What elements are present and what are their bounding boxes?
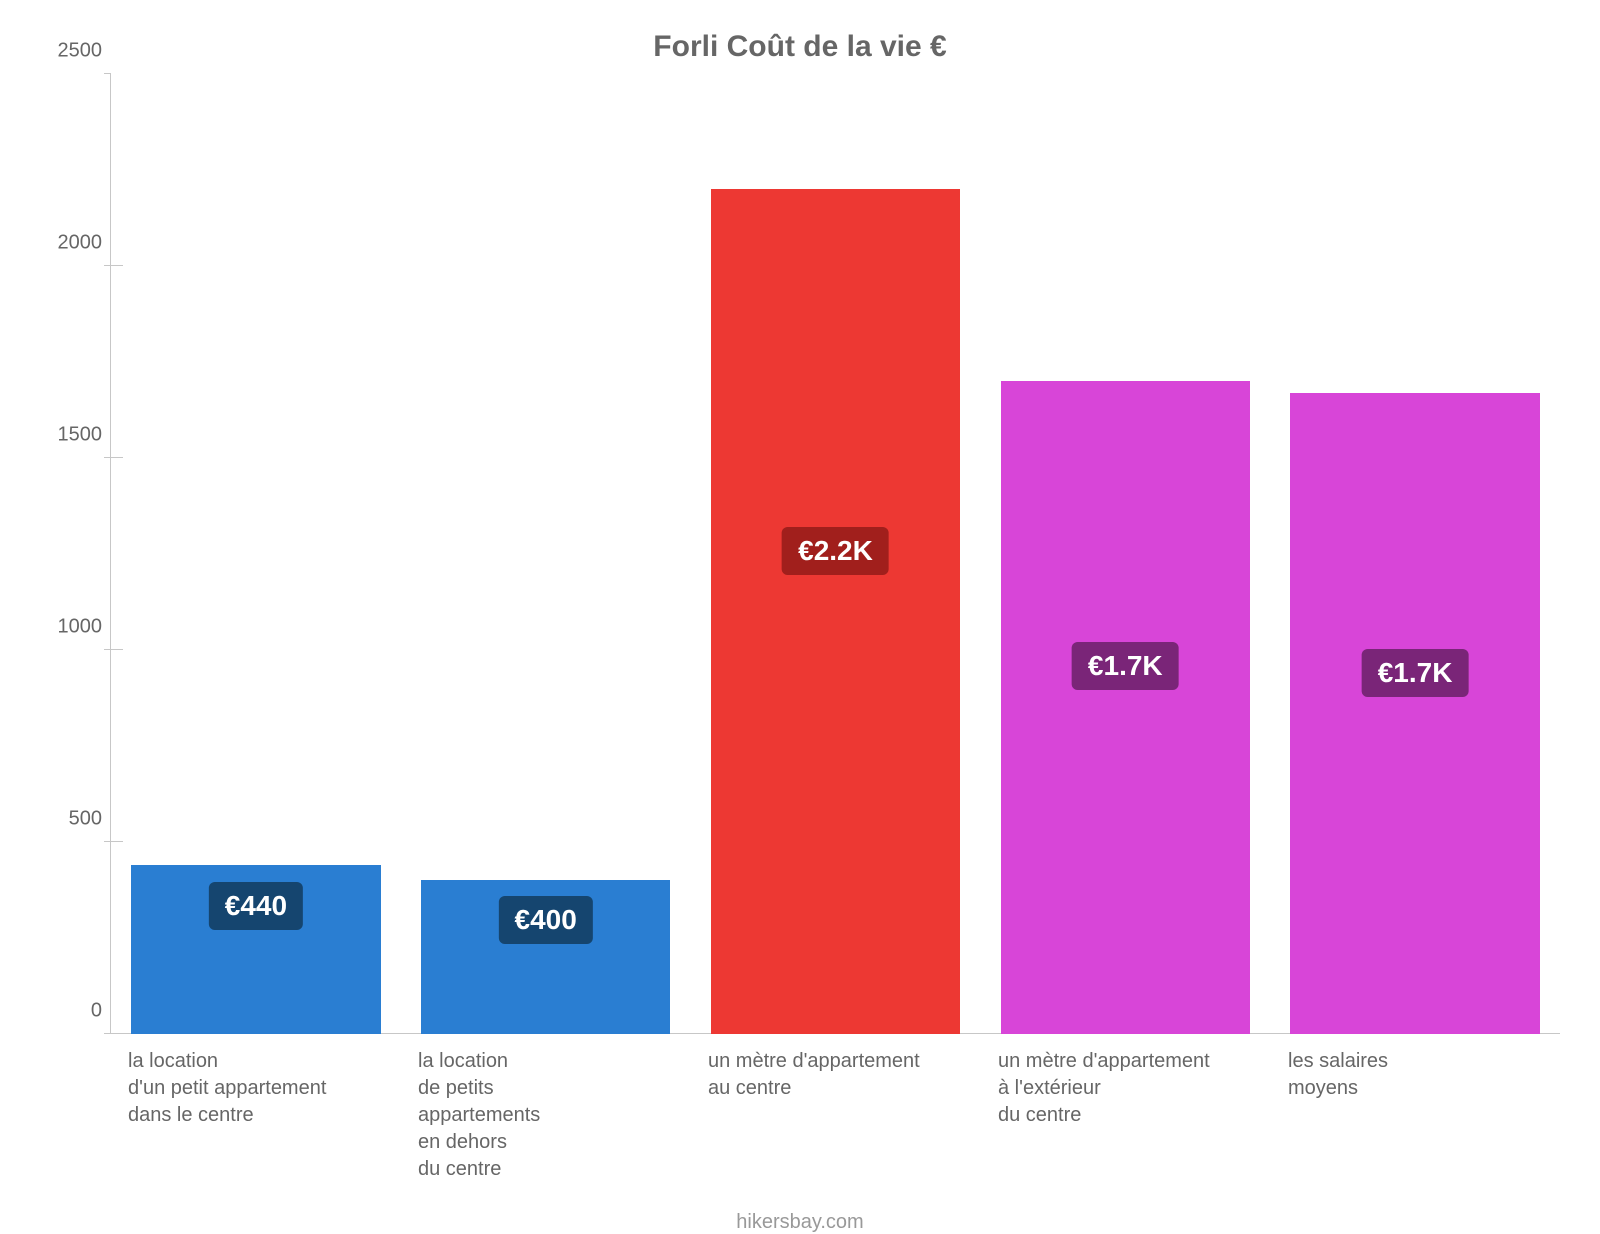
- bar-slot: €1.7K: [1270, 74, 1560, 1034]
- y-tick-label: 2000: [58, 232, 103, 255]
- bar: €440: [131, 865, 380, 1034]
- bar: €400: [421, 880, 670, 1034]
- value-badge: €440: [209, 882, 303, 930]
- y-tick-label: 1000: [58, 616, 103, 639]
- attribution-text: hikersbay.com: [40, 1211, 1560, 1234]
- value-badge: €1.7K: [1072, 642, 1179, 690]
- x-label-slot: un mètre d'appartement au centre: [690, 1048, 980, 1183]
- value-badge: €1.7K: [1362, 649, 1469, 697]
- y-tick-label: 2500: [58, 40, 103, 63]
- bar: €1.7K: [1001, 381, 1250, 1034]
- x-label: un mètre d'appartement au centre: [708, 1048, 972, 1102]
- x-axis: la location d'un petit appartement dans …: [110, 1048, 1560, 1183]
- y-tick-mark: [104, 841, 111, 842]
- bar-slot: €440: [111, 74, 401, 1034]
- bar-slot: €400: [401, 74, 691, 1034]
- x-label: un mètre d'appartement à l'extérieur du …: [998, 1048, 1262, 1129]
- x-label-slot: la location de petits appartements en de…: [400, 1048, 690, 1183]
- y-tick-mark: [104, 649, 111, 650]
- y-tick-label: 1500: [58, 424, 103, 447]
- value-badge: €400: [499, 896, 593, 944]
- plot-outer: 05001000150020002500 €440€400€2.2K€1.7K€…: [40, 74, 1560, 1034]
- bar: €1.7K: [1290, 393, 1539, 1034]
- y-tick-mark: [104, 1033, 111, 1034]
- x-label-slot: un mètre d'appartement à l'extérieur du …: [980, 1048, 1270, 1183]
- x-label-slot: la location d'un petit appartement dans …: [110, 1048, 400, 1183]
- x-label: la location de petits appartements en de…: [418, 1048, 682, 1183]
- x-label: les salaires moyens: [1288, 1048, 1552, 1102]
- y-tick-mark: [104, 73, 111, 74]
- bars-row: €440 €400 €2.2K €1.7K €1.7K: [111, 74, 1560, 1034]
- chart-title: Forli Coût de la vie €: [40, 30, 1560, 64]
- value-badge: €2.2K: [782, 527, 889, 575]
- x-label: la location d'un petit appartement dans …: [128, 1048, 392, 1129]
- y-tick-label: 500: [69, 808, 102, 831]
- x-label-slot: les salaires moyens: [1270, 1048, 1560, 1183]
- bar-slot: €2.2K: [691, 74, 981, 1034]
- bar-slot: €1.7K: [980, 74, 1270, 1034]
- y-tick-mark: [104, 265, 111, 266]
- plot-area: €440 €400 €2.2K €1.7K €1.7K: [110, 74, 1560, 1034]
- y-axis: 05001000150020002500: [40, 74, 110, 1034]
- chart-container: Forli Coût de la vie € 0 500 1000 1500 2000 2…: [0, 0, 1600, 1200]
- y-tick-label: 0: [91, 1000, 102, 1023]
- y-tick-mark: [104, 457, 111, 458]
- bar: €2.2K: [711, 189, 960, 1034]
